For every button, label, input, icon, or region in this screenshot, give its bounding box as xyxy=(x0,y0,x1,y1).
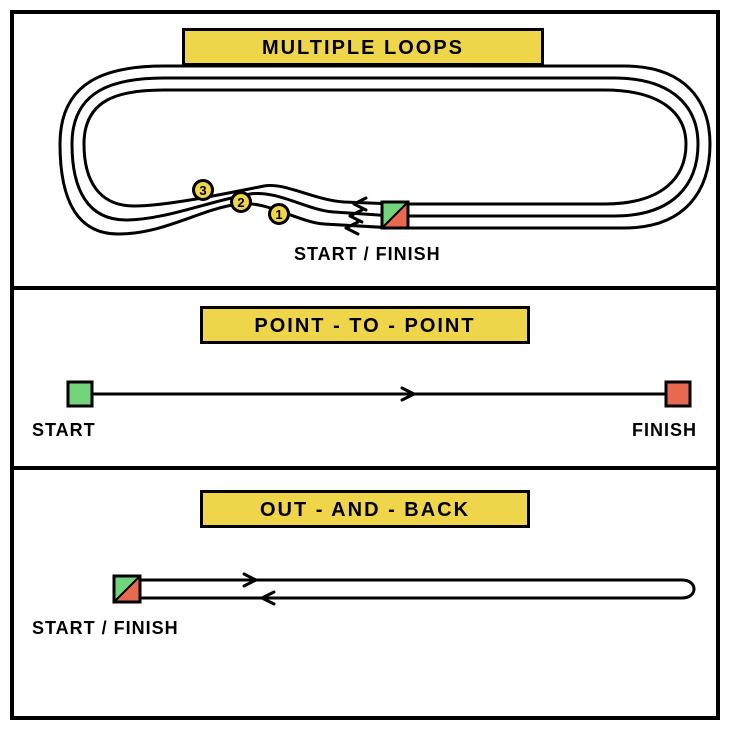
start-finish-marker xyxy=(382,202,408,228)
start-finish-marker xyxy=(114,576,140,602)
start-finish-label: START / FINISH xyxy=(32,618,179,639)
start-label: START xyxy=(32,420,96,441)
p2p-line-svg xyxy=(14,290,716,470)
diagram-frame: MULTIPLE LOOPS START / FINISH 321 POINT … xyxy=(10,10,720,720)
panel-multiple-loops: MULTIPLE LOOPS START / FINISH 321 xyxy=(14,14,716,290)
loop-marker-2: 2 xyxy=(230,191,252,213)
oab-track-svg xyxy=(14,470,716,716)
panel-point-to-point: POINT - TO - POINT START FINISH xyxy=(14,290,716,470)
marker-square xyxy=(666,382,690,406)
start-finish-label: START / FINISH xyxy=(294,244,441,265)
finish-label: FINISH xyxy=(632,420,697,441)
marker-square xyxy=(68,382,92,406)
panel-out-and-back: OUT - AND - BACK START / FINISH xyxy=(14,470,716,716)
loop-marker-1: 1 xyxy=(268,203,290,225)
loop-marker-3: 3 xyxy=(192,179,214,201)
